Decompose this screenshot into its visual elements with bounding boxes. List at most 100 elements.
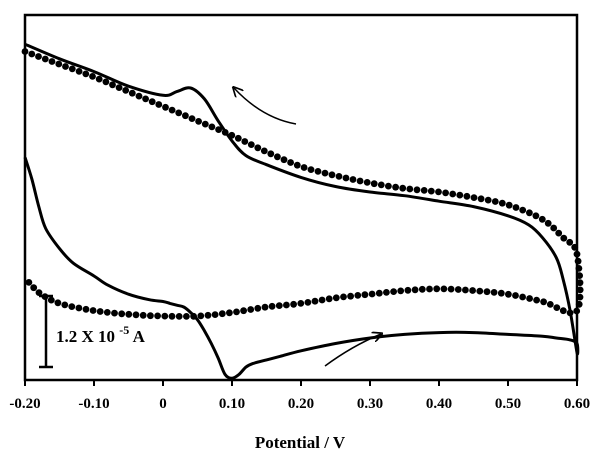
x-tick-label: 0.20 [288, 396, 314, 412]
series-dotted-point [95, 75, 103, 83]
series-dotted-point [576, 286, 584, 294]
series-dotted-point [483, 288, 491, 296]
series-dotted-point [28, 50, 36, 58]
series-dotted-point [540, 298, 547, 306]
series-dotted-point [260, 147, 268, 155]
series-dotted-point [182, 112, 189, 120]
series-dotted-point [233, 308, 240, 316]
series-dotted-point [347, 292, 354, 300]
series-dotted-point [512, 204, 520, 211]
solid-series-layer [23, 42, 580, 380]
series-dotted-point [247, 306, 255, 313]
series-dotted-point [335, 173, 343, 180]
series-dotted-point [128, 89, 136, 97]
series-dotted-point [162, 103, 169, 111]
series-dotted-point [363, 179, 371, 186]
series-dotted-point [462, 286, 469, 294]
series-dotted-point [560, 234, 568, 242]
series-dotted-point [155, 101, 163, 108]
series-dotted-point [168, 312, 176, 320]
series-dotted-point [68, 303, 76, 310]
series-dotted-point [332, 294, 340, 302]
series-dotted-point [385, 182, 392, 190]
series-dotted-point [349, 176, 357, 183]
series-dotted-point [122, 87, 130, 94]
series-dotted-point [342, 174, 350, 182]
series-dotted-point [469, 287, 476, 294]
series-dotted-point [533, 296, 540, 304]
series-dotted-point [75, 304, 83, 312]
series-dotted-point [512, 292, 519, 299]
series-dotted-point [325, 295, 333, 303]
series-dotted-point [62, 63, 69, 70]
series-dotted-point [470, 194, 478, 202]
series-dotted-point [375, 289, 383, 297]
series-dotted-point [497, 289, 505, 297]
series-dotted-point [490, 289, 498, 296]
series-dotted-point [89, 73, 96, 80]
series-dotted-point [449, 190, 457, 198]
series-dotted-point [427, 187, 435, 195]
series-dotted-point [576, 279, 584, 287]
series-dotted-point [188, 115, 196, 122]
series-dotted-point [30, 284, 38, 292]
series-dotted-point [550, 224, 558, 232]
series-dotted-point [532, 212, 540, 220]
series-dotted-point [161, 312, 169, 320]
series-dotted-point [208, 123, 216, 131]
series-dotted-point [406, 185, 414, 193]
x-tick-label: 0.50 [495, 396, 521, 412]
x-tick-label: -0.20 [9, 396, 40, 412]
series-dotted-point [168, 106, 176, 114]
series-dotted-point [75, 68, 83, 75]
series-dotted-point [147, 312, 154, 320]
series-dotted-point [218, 310, 226, 318]
scale-bar: 1.2 X 10 -5 A [39, 294, 146, 369]
series-dotted-point [201, 120, 209, 128]
series-dotted-point [254, 304, 262, 312]
series-dotted-point [571, 243, 579, 251]
series-dotted-point [576, 272, 583, 279]
series-dotted-point [435, 188, 442, 196]
series-dotted-point [519, 293, 526, 301]
series-dotted-point [354, 292, 362, 299]
series-dotted-point [311, 297, 319, 305]
series-dotted-point [35, 289, 43, 296]
series-dotted-point [142, 95, 150, 103]
series-dotted-point [447, 285, 455, 293]
series-dotted-point [287, 159, 294, 166]
scale-label-unit: A [133, 327, 146, 346]
series-dotted-point [103, 309, 111, 316]
series-dotted-point [484, 196, 492, 204]
series-dotted-point [573, 250, 581, 258]
x-axis-title: Potential / V [255, 433, 346, 452]
series-dotted-point [154, 312, 162, 320]
series-dotted-point [505, 290, 512, 298]
series-dotted-point [109, 81, 116, 89]
series-dotted-point [211, 311, 219, 318]
series-dotted-point [111, 309, 118, 317]
plot-frame [23, 13, 579, 382]
series-dotted-point [411, 286, 419, 294]
series-dotted-point [183, 313, 190, 320]
series-dotted-point [21, 48, 29, 55]
series-dotted-point [175, 313, 183, 320]
series-dotted-point [254, 144, 262, 152]
series-dotted-point [204, 311, 212, 319]
series-dotted-point [576, 293, 584, 301]
series-dotted-point [55, 60, 63, 68]
series-dotted-point [300, 164, 308, 171]
series-dotted-point [280, 156, 288, 164]
series-dotted-point [566, 238, 574, 246]
series-dotted-point [275, 302, 283, 309]
series-dotted-point [368, 290, 376, 298]
series-dotted-point [575, 300, 583, 308]
series-dotted-point [418, 285, 426, 293]
series-dotted-point [41, 55, 49, 63]
series-dotted-point [274, 153, 281, 161]
series-dotted-point [356, 177, 364, 185]
series-dotted-point [115, 84, 123, 91]
series-dotted-point [491, 198, 499, 205]
